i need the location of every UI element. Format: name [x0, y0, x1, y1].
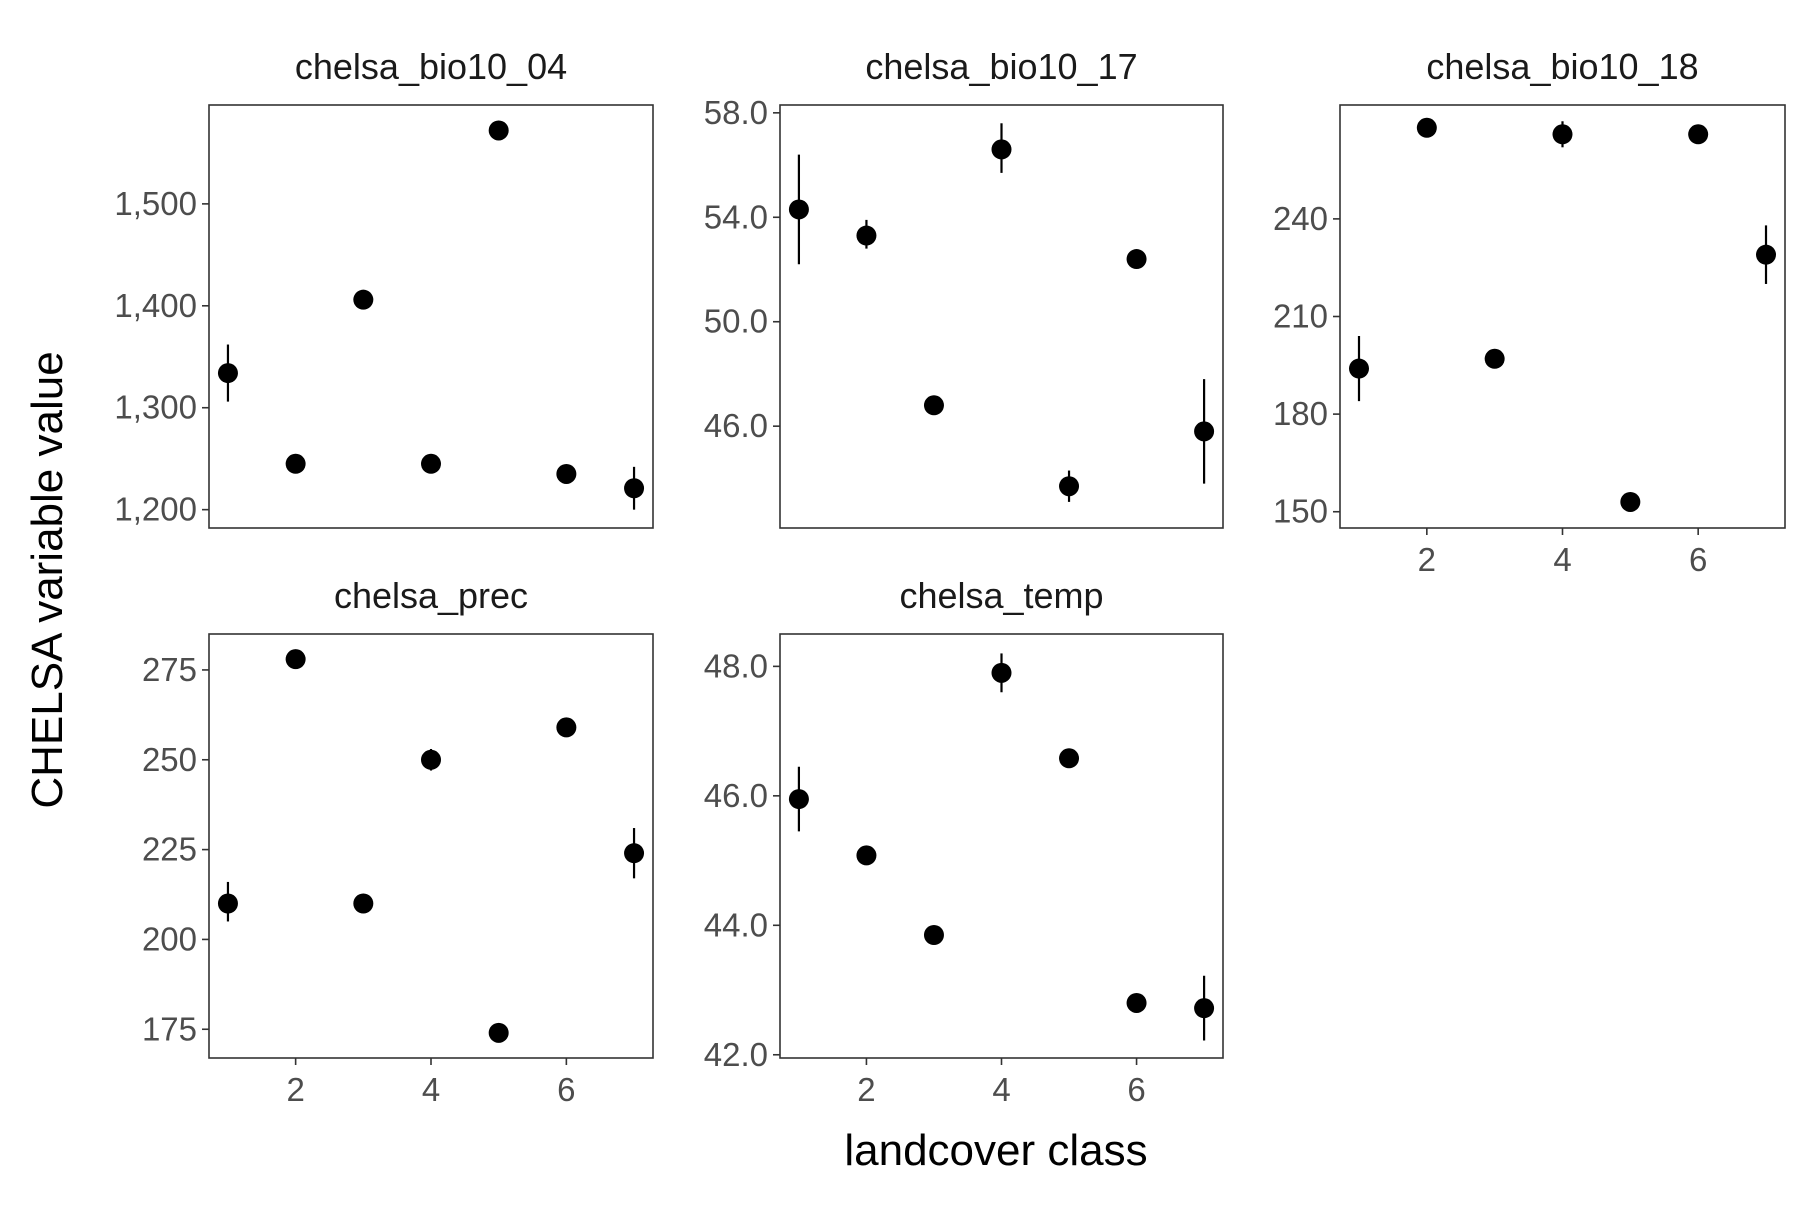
y-tick-label: 50.0 — [704, 303, 768, 340]
y-tick-label: 150 — [1273, 493, 1328, 530]
data-point — [991, 662, 1012, 683]
y-tick-label: 1,200 — [114, 491, 197, 528]
data-point — [1484, 348, 1505, 369]
y-axis-title: CHELSA variable value — [23, 351, 72, 808]
y-tick-label: 44.0 — [704, 906, 768, 943]
panel-border — [208, 104, 654, 529]
data-point — [488, 1022, 509, 1043]
facet-title: chelsa_bio10_18 — [1426, 46, 1698, 87]
data-point — [217, 363, 238, 384]
x-tick-label: 2 — [1418, 541, 1436, 578]
y-tick-label: 240 — [1273, 200, 1328, 237]
y-tick-label: 210 — [1273, 298, 1328, 335]
data-point — [1756, 244, 1777, 265]
y-tick-label: 58.0 — [704, 94, 768, 131]
y-tick-label: 180 — [1273, 395, 1328, 432]
facet-title: chelsa_prec — [334, 575, 528, 616]
y-tick-label: 225 — [142, 831, 197, 868]
data-point — [923, 395, 944, 416]
data-point — [1620, 491, 1641, 512]
data-point — [1059, 476, 1080, 497]
x-tick-label: 2 — [286, 1071, 304, 1108]
data-point — [1552, 124, 1573, 145]
data-point — [923, 925, 944, 946]
y-tick-label: 175 — [142, 1010, 197, 1047]
y-tick-label: 46.0 — [704, 777, 768, 814]
data-point — [856, 845, 877, 866]
x-axis-title: landcover class — [844, 1126, 1147, 1175]
facet-title: chelsa_bio10_04 — [295, 46, 567, 87]
data-point — [217, 893, 238, 914]
data-point — [353, 893, 374, 914]
data-point — [856, 225, 877, 246]
y-tick-label: 275 — [142, 651, 197, 688]
panel-border — [779, 633, 1224, 1059]
y-tick-label: 1,500 — [114, 185, 197, 222]
data-point — [788, 789, 809, 810]
facet-panel-2: chelsa_bio10_17 46.0 50.0 54.0 58.0 — [704, 46, 1224, 529]
data-point — [1126, 992, 1147, 1013]
x-tick-label: 6 — [557, 1071, 575, 1108]
data-point — [1416, 117, 1437, 138]
facet-panel-3: chelsa_bio10_18 150 180 210 240 2 4 6 — [1273, 46, 1786, 578]
panel-border — [779, 104, 1224, 529]
y-tick-label: 48.0 — [704, 647, 768, 684]
x-tick-label: 4 — [992, 1071, 1010, 1108]
data-point — [421, 453, 441, 474]
facet-panel-4: chelsa_prec 175 200 225 250 275 2 4 6 — [142, 575, 654, 1108]
x-tick-label: 4 — [1553, 541, 1571, 578]
y-tick-label: 1,400 — [114, 287, 197, 324]
x-tick-label: 6 — [1127, 1071, 1145, 1108]
data-point — [1194, 998, 1215, 1019]
data-point — [788, 199, 809, 220]
facet-title: chelsa_temp — [899, 575, 1103, 616]
data-point — [624, 843, 645, 864]
data-point — [991, 139, 1012, 160]
data-point — [1126, 249, 1147, 270]
data-point — [1688, 124, 1709, 145]
data-point — [488, 120, 509, 141]
y-tick-label: 1,300 — [114, 389, 197, 426]
data-point — [556, 717, 577, 738]
data-point — [285, 649, 306, 670]
data-point — [421, 749, 441, 770]
data-point — [624, 478, 645, 499]
x-tick-label: 4 — [422, 1071, 440, 1108]
y-tick-label: 42.0 — [704, 1036, 768, 1073]
data-point — [1194, 421, 1215, 442]
panel-border — [1339, 104, 1786, 529]
data-point — [1348, 358, 1369, 379]
facet-panel-5: chelsa_temp 42.0 44.0 46.0 48.0 2 4 6 — [704, 575, 1224, 1108]
data-point — [1059, 748, 1080, 769]
panel-border — [208, 633, 654, 1059]
y-tick-label: 46.0 — [704, 407, 768, 444]
x-tick-label: 2 — [857, 1071, 875, 1108]
y-tick-label: 250 — [142, 741, 197, 778]
facet-panel-1: chelsa_bio10_04 1,200 1,300 1,400 1,500 — [114, 46, 654, 529]
data-point — [353, 289, 374, 310]
data-point — [285, 453, 306, 474]
data-point — [556, 463, 577, 484]
y-tick-label: 200 — [142, 920, 197, 957]
facet-title: chelsa_bio10_17 — [865, 46, 1137, 87]
x-tick-label: 6 — [1689, 541, 1707, 578]
y-tick-label: 54.0 — [704, 198, 768, 235]
